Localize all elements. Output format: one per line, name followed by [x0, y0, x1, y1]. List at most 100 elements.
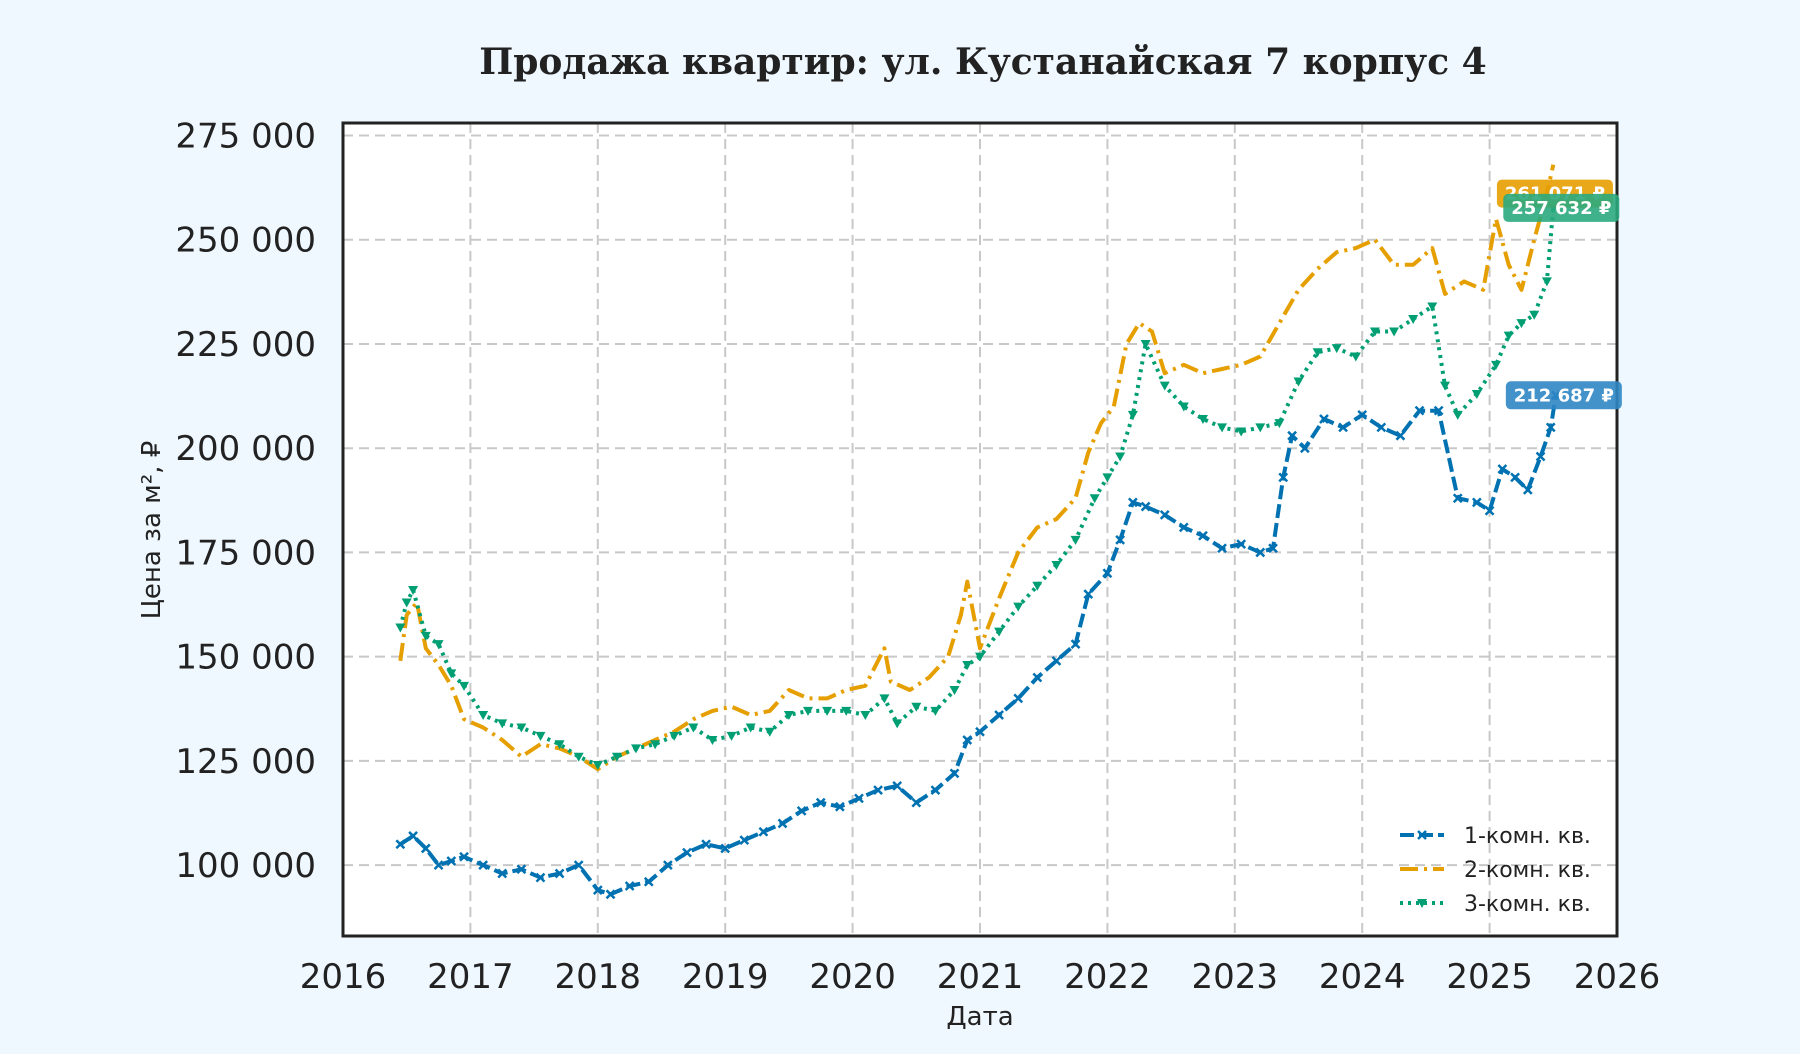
data-point-marker [420, 631, 431, 641]
data-point-marker [408, 585, 419, 595]
data-point-marker [1051, 560, 1062, 570]
y-tick-label: 150 000 [175, 638, 316, 678]
legend-label: 2-комн. кв. [1464, 858, 1591, 883]
data-point-marker [1115, 535, 1126, 545]
x-tick-label: 2021 [937, 957, 1024, 997]
data-point-marker [1522, 485, 1533, 495]
data-point-marker [892, 781, 903, 791]
x-tick-label: 2020 [809, 957, 896, 997]
data-point-marker [1427, 302, 1438, 312]
legend-item: 3-комн. кв. [1400, 892, 1591, 917]
end-value-label: 212 687 ₽ [1505, 381, 1622, 410]
data-point-marker [1471, 497, 1482, 508]
x-axis-label: Дата [946, 1002, 1013, 1032]
series-2 [398, 164, 1556, 772]
data-point-marker [1376, 422, 1387, 433]
data-point-marker [949, 686, 960, 696]
data-point-marker [1535, 451, 1546, 462]
data-point-marker [1484, 505, 1495, 516]
y-tick-label: 175 000 [175, 533, 316, 573]
data-point-marker [433, 860, 444, 871]
data-point-marker [1140, 501, 1151, 512]
series-3 [395, 203, 1559, 771]
data-point-marker [1013, 602, 1024, 612]
data-point-marker [446, 669, 457, 679]
data-point-marker [1414, 405, 1425, 416]
data-point-marker [1350, 352, 1361, 362]
data-point-marker [892, 719, 903, 729]
x-tick-label: 2019 [682, 957, 769, 997]
series-line [398, 207, 1556, 768]
data-point-marker [1217, 543, 1227, 554]
data-point-marker [573, 752, 584, 762]
data-point-marker [873, 785, 883, 795]
data-point-marker [1236, 427, 1247, 437]
data-point-marker [783, 711, 794, 721]
series-line [398, 164, 1556, 772]
data-point-marker [643, 876, 654, 887]
data-point-marker [1140, 339, 1151, 349]
data-point-marker [1369, 327, 1380, 337]
data-point-marker [803, 706, 814, 716]
data-point-marker [1083, 589, 1094, 600]
data-point-marker [1452, 493, 1463, 504]
data-point-marker [605, 889, 616, 900]
data-point-marker [1013, 693, 1024, 704]
data-point-marker [1389, 327, 1400, 337]
data-point-marker [1217, 423, 1228, 433]
data-point-marker [1127, 497, 1138, 508]
data-point-marker [669, 731, 680, 741]
data-point-marker [1417, 899, 1427, 908]
data-point-marker [1312, 348, 1323, 358]
end-value-labels: 261 071 ₽257 632 ₽212 687 ₽ [1496, 179, 1622, 410]
y-tick-label: 100 000 [175, 846, 316, 886]
data-point-marker [1497, 464, 1508, 474]
x-tick-label: 2026 [1574, 957, 1661, 997]
data-point-marker [1127, 410, 1138, 420]
data-point-marker [446, 856, 457, 866]
data-point-marker [1159, 381, 1170, 391]
x-tick-label: 2024 [1319, 957, 1406, 997]
data-point-marker [592, 885, 603, 896]
data-point-marker [949, 768, 960, 779]
data-point-marker [879, 694, 890, 704]
series-1 [395, 390, 1561, 900]
data-point-marker [1510, 472, 1520, 483]
data-point-marker [1529, 310, 1540, 320]
data-point-marker [554, 868, 565, 879]
data-point-marker [401, 598, 412, 608]
data-point-marker [1433, 405, 1444, 416]
data-point-marker [592, 761, 603, 771]
data-point-marker [1178, 522, 1189, 533]
data-point-marker [1299, 443, 1310, 454]
data-point-marker [994, 627, 1005, 637]
data-point-marker [662, 860, 673, 871]
data-point-marker [1293, 377, 1304, 387]
data-point-marker [1541, 277, 1552, 287]
end-value-label-box [1505, 381, 1622, 410]
plot-frame [341, 121, 1619, 938]
data-point-marker [720, 843, 731, 854]
data-point-marker [1197, 415, 1208, 425]
data-point-marker [822, 706, 833, 716]
data-point-marker [1070, 639, 1081, 650]
data-point-marker [433, 640, 444, 650]
data-point-marker [1070, 535, 1081, 545]
data-point-marker [478, 711, 489, 721]
data-point-marker [682, 847, 692, 858]
data-point-marker [1159, 510, 1170, 520]
data-point-marker [1274, 419, 1285, 429]
legend-item: 1-комн. кв. [1400, 824, 1591, 849]
data-point-marker [1051, 655, 1062, 666]
legend-label: 3-комн. кв. [1464, 892, 1591, 917]
x-tick-label: 2017 [427, 957, 514, 997]
data-point-marker [1338, 422, 1348, 433]
data-point-marker [975, 652, 985, 662]
data-point-marker [911, 797, 922, 808]
data-point-marker [1357, 409, 1368, 420]
x-tick-label: 2025 [1446, 957, 1533, 997]
data-point-marker [395, 839, 406, 850]
data-point-marker [459, 681, 470, 691]
data-point-marker [535, 872, 546, 883]
data-point-marker [459, 851, 469, 862]
